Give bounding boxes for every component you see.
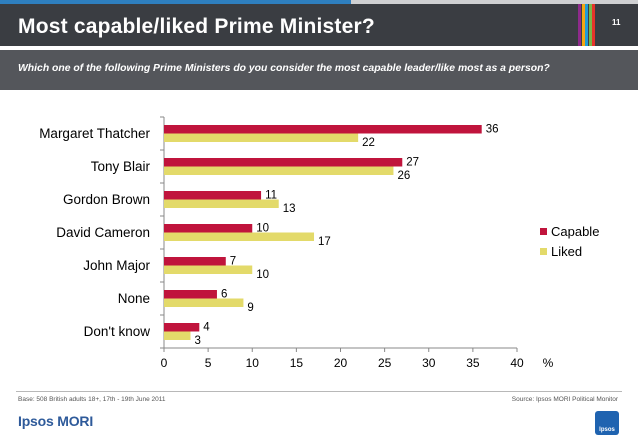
x-tick-label: 10 xyxy=(246,356,260,370)
data-label-capable: 4 xyxy=(203,322,210,334)
colour-stripe xyxy=(581,4,585,46)
colour-stripe xyxy=(592,4,595,46)
x-tick-label: 35 xyxy=(466,356,480,370)
bar-liked xyxy=(164,265,253,274)
page-title: Most capable/liked Prime Minister? xyxy=(18,15,375,38)
data-label-capable: 36 xyxy=(486,124,499,136)
bar-capable xyxy=(164,224,253,233)
category-label: Margaret Thatcher xyxy=(39,126,150,141)
x-tick-label: 25 xyxy=(378,356,392,370)
colour-stripe xyxy=(585,4,588,46)
data-label-liked: 10 xyxy=(256,269,269,281)
legend-swatch-capable xyxy=(540,228,547,235)
x-tick-label: 30 xyxy=(422,356,436,370)
data-label-capable: 11 xyxy=(265,190,277,202)
bar-liked xyxy=(164,331,191,340)
top-accent-strip xyxy=(0,0,638,4)
bar-liked xyxy=(164,199,279,208)
data-label-capable: 27 xyxy=(406,157,419,169)
category-label: None xyxy=(118,291,150,306)
category-label: John Major xyxy=(83,258,150,273)
source-note: Source: Ipsos MORI Political Monitor xyxy=(511,396,618,403)
bar-chart: 0 5 10 15 20 25 30 35 40 %Margaret Thatcher 3622To… xyxy=(39,116,599,370)
ipsos-badge-icon: Ipsos xyxy=(595,411,619,435)
page-number: 11 xyxy=(612,18,621,27)
bar-capable xyxy=(164,125,482,134)
bar-capable xyxy=(164,158,403,167)
data-label-capable: 6 xyxy=(221,289,227,301)
bar-capable xyxy=(164,191,262,200)
colour-stripes xyxy=(578,4,596,46)
colour-stripe xyxy=(578,4,581,46)
bar-liked xyxy=(164,133,359,142)
bar-capable xyxy=(164,290,217,299)
legend-label-liked: Liked xyxy=(551,244,582,259)
data-label-capable: 7 xyxy=(230,256,236,268)
bar-liked xyxy=(164,166,394,175)
category-label: Tony Blair xyxy=(91,159,151,174)
badge-label: Ipsos xyxy=(599,427,615,433)
question-bar: Which one of the following Prime Ministe… xyxy=(0,50,638,90)
footer-divider xyxy=(16,391,622,392)
x-tick-label: 15 xyxy=(290,356,304,370)
bar-capable xyxy=(164,323,200,332)
x-tick-label: 40 xyxy=(510,356,524,370)
category-label: David Cameron xyxy=(56,225,150,240)
bar-capable xyxy=(164,257,226,266)
category-label: Don't know xyxy=(84,324,151,339)
base-note: Base: 508 British adults 18+, 17th - 19t… xyxy=(18,396,166,403)
legend-label-capable: Capable xyxy=(551,224,599,239)
x-tick-label: 0 xyxy=(161,356,168,370)
question-text: Which one of the following Prime Ministe… xyxy=(18,63,550,74)
data-label-liked: 3 xyxy=(194,335,200,347)
data-label-liked: 26 xyxy=(397,170,410,182)
bar-liked xyxy=(164,232,315,241)
data-label-liked: 17 xyxy=(318,236,331,248)
data-label-liked: 9 xyxy=(247,302,253,314)
colour-stripe xyxy=(588,4,592,46)
bar-liked xyxy=(164,298,244,307)
title-bar: Most capable/liked Prime Minister? xyxy=(0,4,638,46)
data-label-liked: 22 xyxy=(362,137,375,149)
x-axis-label: % xyxy=(543,356,554,370)
x-tick-label: 5 xyxy=(205,356,212,370)
legend-swatch-liked xyxy=(540,248,547,255)
data-label-capable: 10 xyxy=(256,223,269,235)
category-label: Gordon Brown xyxy=(63,192,150,207)
ipsos-mori-logo: Ipsos MORI xyxy=(18,413,94,429)
data-label-liked: 13 xyxy=(283,203,296,215)
x-tick-label: 20 xyxy=(334,356,348,370)
